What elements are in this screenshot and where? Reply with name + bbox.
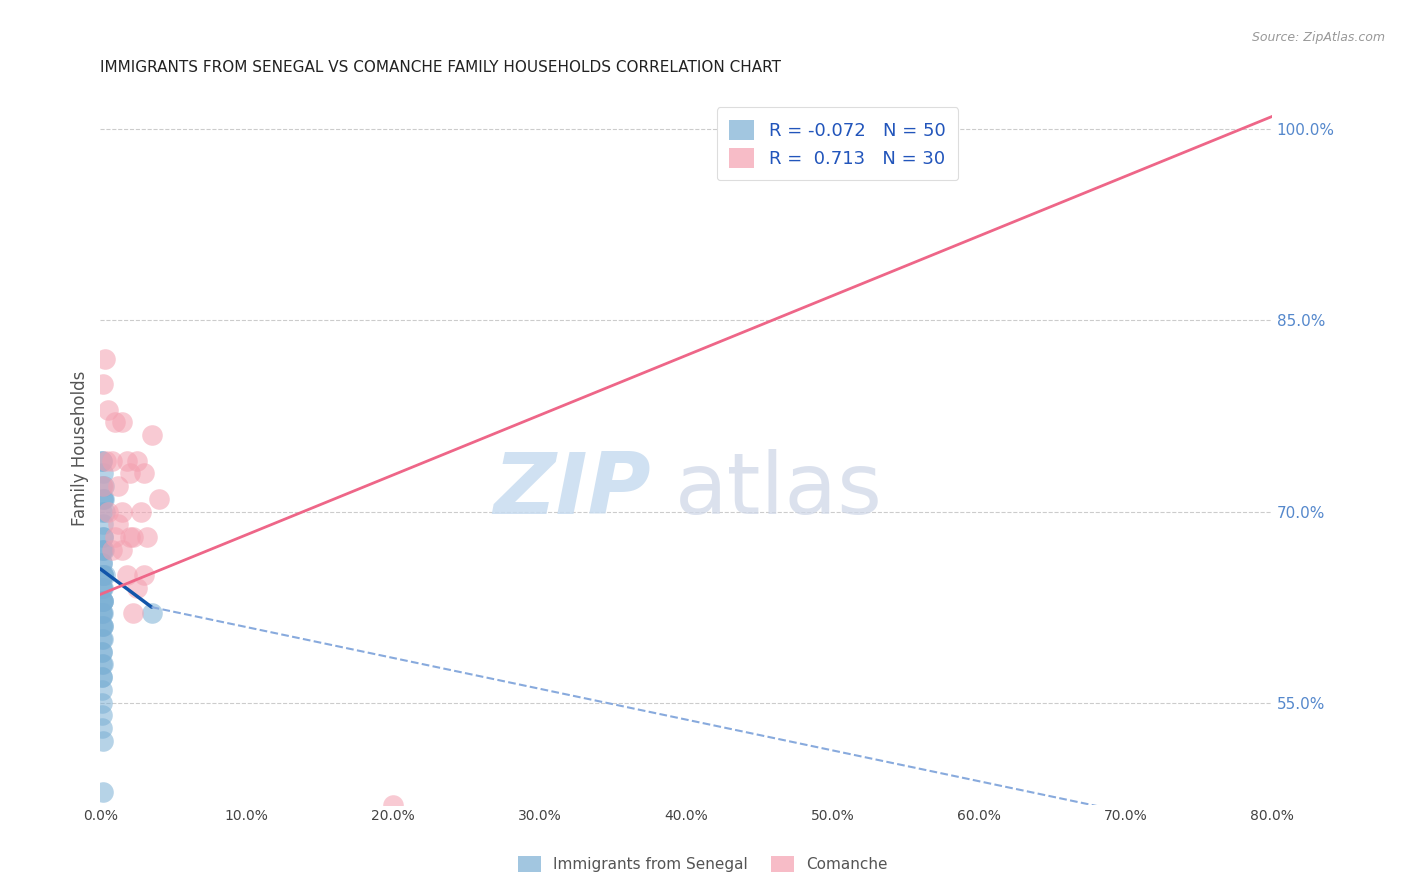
Point [115, 568, 138, 582]
Point [101, 453, 124, 467]
Point [115, 453, 138, 467]
Point [90, 581, 112, 595]
Point [90, 696, 112, 710]
Point [101, 542, 124, 557]
Text: atlas: atlas [675, 450, 883, 533]
Point [97, 402, 120, 417]
Point [91, 619, 114, 633]
Point [91, 542, 114, 557]
Point [118, 530, 141, 544]
Point [90, 453, 112, 467]
Point [90, 619, 112, 633]
Point [91, 619, 114, 633]
Point [118, 467, 141, 481]
Point [91, 607, 114, 621]
Point [148, 491, 170, 506]
Legend: Immigrants from Senegal, Comanche: Immigrants from Senegal, Comanche [510, 848, 896, 880]
Point [91, 632, 114, 646]
Point [90, 556, 112, 570]
Point [125, 581, 148, 595]
Point [90, 682, 112, 697]
Point [107, 517, 129, 532]
Point [90, 607, 112, 621]
Point [111, 504, 134, 518]
Y-axis label: Family Households: Family Households [72, 370, 89, 525]
Point [90, 632, 112, 646]
Point [91, 734, 114, 748]
Point [93, 351, 115, 366]
Point [131, 504, 153, 518]
Point [141, 428, 163, 442]
Point [91, 581, 114, 595]
Point [91, 593, 114, 607]
Point [91, 657, 114, 672]
Point [90, 504, 112, 518]
Point [93, 479, 115, 493]
Point [90, 453, 112, 467]
Point [90, 670, 112, 684]
Point [134, 467, 156, 481]
Point [91, 530, 114, 544]
Point [91, 785, 114, 799]
Point [90, 670, 112, 684]
Point [91, 530, 114, 544]
Point [121, 607, 143, 621]
Point [91, 593, 114, 607]
Point [134, 568, 156, 582]
Point [104, 530, 127, 544]
Point [90, 607, 112, 621]
Point [91, 467, 114, 481]
Point [93, 504, 115, 518]
Legend: R = -0.072   N = 50, R =  0.713   N = 30: R = -0.072 N = 50, R = 0.713 N = 30 [717, 107, 959, 180]
Text: IMMIGRANTS FROM SENEGAL VS COMANCHE FAMILY HOUSEHOLDS CORRELATION CHART: IMMIGRANTS FROM SENEGAL VS COMANCHE FAMI… [100, 60, 782, 75]
Point [111, 542, 134, 557]
Point [93, 491, 115, 506]
Point [93, 568, 115, 582]
Point [91, 593, 114, 607]
Point [90, 708, 112, 723]
Point [90, 645, 112, 659]
Point [111, 415, 134, 429]
Point [125, 453, 148, 467]
Point [96, 453, 118, 467]
Point [90, 556, 112, 570]
Point [97, 504, 120, 518]
Point [90, 657, 112, 672]
Point [91, 568, 114, 582]
Point [91, 517, 114, 532]
Point [90, 479, 112, 493]
Point [141, 607, 163, 621]
Point [121, 530, 143, 544]
Point [136, 530, 159, 544]
Point [91, 377, 114, 392]
Point [91, 491, 114, 506]
Point [382, 797, 405, 812]
Point [90, 593, 112, 607]
Point [91, 568, 114, 582]
Point [91, 568, 114, 582]
Point [90, 542, 112, 557]
Point [90, 581, 112, 595]
Point [90, 645, 112, 659]
Point [107, 479, 129, 493]
Point [90, 721, 112, 735]
Point [91, 491, 114, 506]
Point [93, 542, 115, 557]
Text: Source: ZipAtlas.com: Source: ZipAtlas.com [1251, 31, 1385, 45]
Point [104, 415, 127, 429]
Text: ZIP: ZIP [494, 450, 651, 533]
Point [91, 479, 114, 493]
